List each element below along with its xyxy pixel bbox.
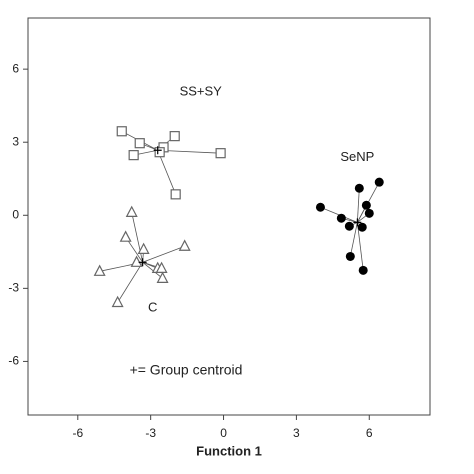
y-tick-label: 6	[12, 61, 19, 75]
y-tick-label: -3	[8, 281, 19, 295]
point	[128, 150, 139, 161]
point	[344, 221, 354, 231]
centroid	[138, 258, 147, 267]
group-label: SeNP	[340, 149, 374, 164]
point	[156, 271, 169, 283]
x-tick-label: 0	[220, 426, 227, 440]
point	[364, 208, 374, 218]
connector	[349, 222, 358, 257]
group-label: C	[148, 300, 157, 315]
connector	[142, 261, 163, 279]
point	[336, 213, 346, 223]
point	[125, 205, 138, 217]
point	[134, 138, 145, 149]
x-tick-label: 3	[293, 426, 300, 440]
point	[116, 126, 127, 137]
x-tick-label: 6	[366, 426, 373, 440]
y-tick-label: -6	[8, 354, 19, 368]
point	[130, 255, 143, 267]
note: += Group centroid	[130, 362, 243, 378]
connector	[356, 222, 364, 271]
point	[315, 202, 325, 212]
point	[155, 261, 168, 273]
plot-frame	[27, 17, 431, 416]
point	[93, 264, 106, 276]
group-label: SS+SY	[180, 84, 223, 99]
point	[111, 295, 124, 308]
point	[215, 148, 226, 159]
point	[374, 177, 384, 187]
point	[137, 242, 150, 254]
x-tick-label: -3	[145, 426, 156, 440]
point	[357, 222, 367, 232]
point	[345, 251, 355, 261]
centroid	[153, 146, 162, 155]
point	[178, 239, 191, 251]
connector	[356, 188, 360, 223]
x-axis-label: Function 1	[196, 443, 262, 458]
point	[154, 147, 165, 158]
y-tick-label: 3	[12, 134, 19, 148]
centroid	[353, 218, 362, 227]
y-tick-label: 0	[12, 207, 19, 221]
point	[169, 131, 180, 142]
point	[119, 230, 132, 242]
point	[354, 183, 364, 193]
x-tick-label: -6	[72, 426, 83, 440]
point	[361, 200, 371, 210]
point	[358, 265, 368, 275]
connector	[157, 150, 177, 195]
point	[170, 189, 181, 200]
connector	[117, 262, 143, 303]
connector	[142, 245, 185, 263]
